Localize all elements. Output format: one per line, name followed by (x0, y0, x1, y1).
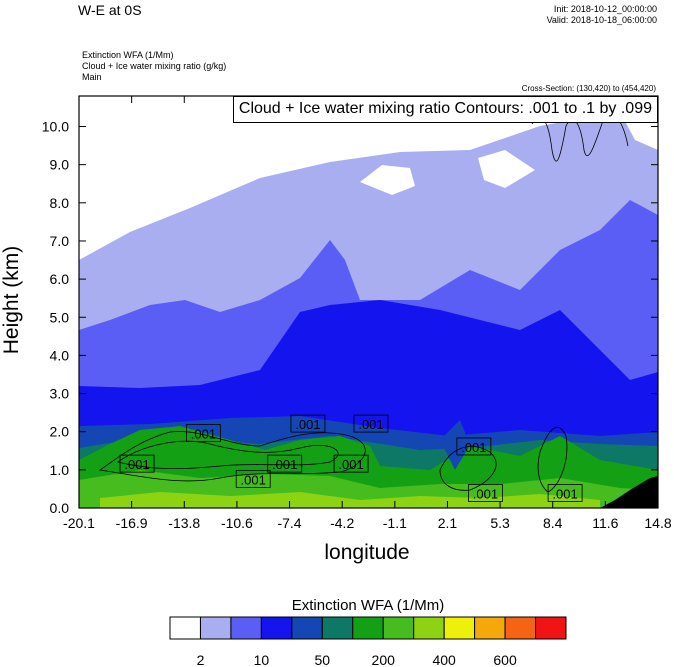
y-tick-label: 4.0 (50, 347, 70, 363)
colorbar-swatch (474, 616, 506, 640)
contour-label-box (456, 437, 492, 456)
contour-line (537, 426, 568, 493)
y-tick-label: 5.0 (50, 309, 70, 325)
colorbar-title: Extinction WFA (1/Mm) (291, 597, 445, 614)
contour-label-box (547, 484, 583, 502)
field-name-mixing-ratio: Cloud + Ice water mixing ratio (g/kg) (82, 61, 227, 71)
colorbar-tick-label: 2 (197, 652, 205, 667)
contour-label: .001 (124, 457, 149, 472)
colorbar-swatch (382, 616, 415, 640)
colorbar-swatch (199, 616, 232, 640)
colorbar-tick-label: 400 (432, 652, 456, 667)
contour-label: .001 (461, 440, 486, 455)
y-tick-label: 9.0 (50, 157, 70, 173)
x-tick-label: -13.8 (168, 515, 200, 531)
x-axis-label: longitude (324, 541, 410, 564)
init-time: Init: 2018-10-12_00:00:00 (553, 4, 657, 14)
contour-label-box (119, 454, 155, 473)
y-tick-label: 0.0 (50, 500, 70, 516)
terrain (600, 476, 658, 508)
colorbar-swatch (169, 616, 201, 640)
contour-label-box (290, 414, 326, 433)
x-tick-label: 2.1 (438, 515, 458, 531)
x-tick-label: -10.6 (221, 515, 253, 531)
contour-label-box (353, 414, 389, 433)
contour-label: .001 (358, 417, 383, 432)
contour-label-box (186, 424, 221, 443)
contour-legend: Cloud + Ice water mixing ratio Contours:… (232, 96, 658, 123)
contour-label-box (333, 454, 369, 473)
colorbar-swatch (230, 616, 262, 640)
valid-time: Valid: 2018-10-18_06:00:00 (546, 15, 657, 25)
colorbar-tick-label: 50 (315, 652, 331, 667)
extinction-band-9 (100, 492, 600, 508)
contour-label-box (267, 454, 303, 473)
x-tick-label: -7.4 (277, 515, 301, 531)
contour-label: .001 (191, 427, 216, 442)
cross-section-label: Cross-Section: (130,420) to (454,420) (521, 84, 656, 93)
contour-line (117, 440, 339, 469)
x-tick-label: -20.1 (63, 515, 95, 531)
y-tick-label: 6.0 (50, 271, 70, 287)
clear-pocket (360, 165, 415, 195)
y-tick-label: 2.0 (50, 424, 70, 440)
contour-line (439, 446, 497, 491)
contour-label: .001 (272, 457, 297, 472)
colorbar-swatch (443, 616, 476, 640)
contour-label: .001 (338, 457, 363, 472)
contour-label: .001 (552, 487, 577, 502)
field-layer: .001 .001 .001 .001 .001 .001 .001 .001 .001 .001 (79, 96, 658, 508)
y-tick-label: 7.0 (50, 233, 70, 249)
contour-label-box (235, 469, 271, 488)
contour-line (98, 431, 366, 482)
colorbar-swatch (260, 616, 293, 640)
colorbar-tick-label: 600 (493, 652, 517, 667)
contour-label-box (468, 484, 503, 502)
clear-pocket (478, 150, 535, 188)
colorbar-tick-label: 200 (372, 652, 396, 667)
x-tick-label: -1.1 (383, 515, 407, 531)
contour-label: .001 (295, 417, 320, 432)
x-tick-label: 14.8 (644, 515, 671, 531)
x-tick-label: -16.9 (116, 515, 148, 531)
y-tick-label: 10.0 (42, 119, 69, 135)
field-name-extinction: Extinction WFA (1/Mm) (82, 50, 174, 60)
colorbar-swatch (291, 616, 323, 640)
contour-label: .001 (473, 487, 498, 502)
x-tick-label: 5.3 (490, 515, 510, 531)
y-tick-label: 3.0 (50, 386, 70, 402)
y-tick-label: 1.0 (50, 462, 70, 478)
x-tick-label: 11.6 (592, 515, 618, 531)
field-name-domain: Main (82, 72, 102, 82)
colorbar-swatch (413, 616, 445, 640)
extinction-patch (440, 420, 470, 470)
colorbar-tick-label: 10 (254, 652, 270, 667)
y-axis-label: Height (km) (0, 245, 23, 355)
x-tick-label: 8.4 (543, 515, 563, 531)
x-tick-label: -4.2 (330, 515, 354, 531)
colorbar-swatch (321, 616, 354, 640)
contour-label: .001 (241, 472, 266, 487)
y-tick-label: 8.0 (50, 195, 70, 211)
colorbar-swatch (535, 616, 567, 640)
colorbar-swatch (504, 616, 537, 640)
plot-title: W-E at 0S (78, 2, 142, 18)
colorbar-swatch (352, 616, 384, 640)
